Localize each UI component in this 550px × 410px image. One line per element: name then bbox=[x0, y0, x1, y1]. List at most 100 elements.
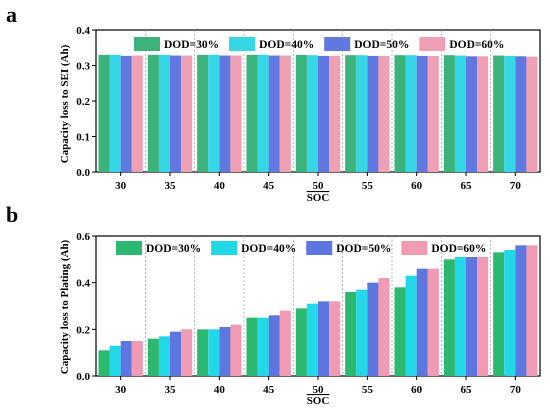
panel-b-legend-label: DOD=40% bbox=[241, 243, 296, 255]
panel-b-bar bbox=[208, 329, 220, 376]
panel-a-bar bbox=[329, 55, 341, 172]
panel-b-legend-swatch bbox=[116, 241, 142, 255]
panel-a-bar bbox=[147, 54, 159, 172]
panel-b-x-tick-label: 60 bbox=[411, 384, 423, 396]
panel-b-bar bbox=[356, 289, 368, 376]
panel-b-bar bbox=[268, 315, 280, 376]
panel-b-bar bbox=[257, 317, 269, 376]
panel-a-bar bbox=[405, 55, 417, 173]
panel-b-bar bbox=[526, 245, 538, 376]
panel-a-x-tick-label: 70 bbox=[510, 180, 522, 192]
panel-a-x-tick-label: 55 bbox=[362, 180, 374, 192]
panel-b-bar bbox=[295, 308, 307, 376]
panel-b-bar bbox=[98, 350, 110, 376]
panel-b-bar bbox=[246, 317, 258, 376]
panel-a-bar bbox=[367, 55, 379, 172]
panel-b-bar bbox=[197, 329, 209, 376]
panel-a-y-tick-label: 0.3 bbox=[76, 61, 90, 73]
panel-a-bar bbox=[466, 56, 478, 172]
panel-a-bar bbox=[246, 54, 258, 172]
panel-b-x-axis-title: SOC bbox=[307, 395, 330, 407]
panel-a-bar bbox=[504, 55, 516, 172]
panel-b-y-axis-title: Capacity loss to Plating (Ah) bbox=[59, 239, 71, 374]
panel-a-bar bbox=[158, 54, 170, 172]
panel-b-bar bbox=[504, 250, 516, 376]
panel-b-bar bbox=[493, 252, 505, 376]
panel-b-bar bbox=[147, 338, 159, 376]
panel-b-legend-swatch bbox=[401, 241, 428, 255]
panel-a-bar bbox=[345, 55, 357, 173]
panel-a-bar bbox=[181, 55, 193, 173]
panel-b-bar bbox=[306, 303, 318, 376]
panel-a-bar bbox=[306, 55, 318, 173]
panel-a-bar bbox=[477, 56, 489, 172]
panel-b-bar bbox=[131, 341, 143, 376]
panel-b-bar bbox=[279, 310, 291, 376]
panel-b-x-tick-label: 45 bbox=[263, 384, 275, 396]
panel-b-bar bbox=[394, 287, 406, 376]
panel-a-bar bbox=[356, 55, 368, 173]
panel-a-legend-label: DOD=40% bbox=[259, 39, 314, 51]
panel-a-bar bbox=[257, 54, 269, 172]
panel-b-bar bbox=[405, 275, 417, 376]
panel-b-x-tick-label: 65 bbox=[461, 384, 473, 396]
panel-a-x-tick-label: 35 bbox=[165, 180, 177, 192]
panel-a-bar bbox=[454, 55, 466, 173]
panel-b-legend-label: DOD=50% bbox=[336, 243, 391, 255]
panel-b-bar bbox=[219, 327, 231, 376]
panel-a-bar bbox=[416, 55, 428, 172]
panel-a-y-tick-label: 0.0 bbox=[76, 167, 90, 179]
panel-b-bar bbox=[416, 268, 428, 376]
panel-b-legend-swatch bbox=[211, 241, 238, 255]
panel-b-bar bbox=[466, 257, 478, 376]
panel-a-bar bbox=[170, 55, 182, 173]
panel-a-bar bbox=[443, 55, 455, 173]
panel-a-bar bbox=[318, 55, 330, 172]
panel-a-x-tick-label: 40 bbox=[214, 180, 226, 192]
panel-b-y-tick-label: 0.0 bbox=[76, 371, 90, 383]
panel-b-bar bbox=[120, 341, 132, 376]
panel-b-x-tick-label: 30 bbox=[115, 384, 127, 396]
panel-a-bar bbox=[109, 54, 121, 172]
panel-b-bar bbox=[443, 259, 455, 376]
panel-b-bar bbox=[345, 292, 357, 376]
panel-b-bar bbox=[367, 282, 379, 376]
panel-a-bar bbox=[378, 55, 390, 172]
panel-b-bar bbox=[230, 324, 242, 376]
panel-a-legend-swatch bbox=[229, 37, 256, 51]
panel-b-legend-swatch bbox=[306, 241, 333, 255]
panel-b-y-tick-label: 0.2 bbox=[76, 324, 90, 336]
panel-b-x-tick-label: 50 bbox=[313, 384, 325, 396]
panel-a-x-tick-label: 30 bbox=[115, 180, 127, 192]
panel-b-x-tick-label: 70 bbox=[510, 384, 522, 396]
panel-b-bar bbox=[109, 345, 121, 376]
panel-a-bar bbox=[219, 55, 231, 173]
panel-a-bar bbox=[208, 54, 220, 172]
panel-b-legend-label: DOD=30% bbox=[146, 243, 201, 255]
panel-b-legend-label: DOD=60% bbox=[431, 243, 486, 255]
panel-b-bar bbox=[454, 257, 466, 376]
panel-a-bar bbox=[120, 55, 132, 172]
panel-a-x-tick-label: 50 bbox=[313, 180, 325, 192]
panel-b-bar bbox=[329, 301, 341, 376]
panel-a-bar bbox=[515, 56, 527, 172]
panel-a-bar bbox=[268, 55, 280, 173]
panel-a-letter: a bbox=[6, 2, 17, 27]
panel-a-legend-swatch bbox=[134, 37, 160, 51]
panel-a-y-axis-title: Capacity loss to SEI (Ah) bbox=[59, 44, 71, 163]
panel-b-y-tick-label: 0.6 bbox=[76, 231, 90, 243]
panel-a-bar bbox=[279, 55, 291, 173]
panel-b-x-tick-label: 40 bbox=[214, 384, 226, 396]
panel-a-bar bbox=[493, 55, 505, 173]
panel-a-y-tick-label: 0.1 bbox=[76, 132, 90, 144]
panel-a-y-tick-label: 0.4 bbox=[76, 25, 90, 37]
panel-b-capacity-loss-plating: b Capacity loss to Plating (Ah) SOC 0.0 0… bbox=[6, 202, 541, 407]
panel-a-bar bbox=[98, 54, 110, 172]
panel-a-bar bbox=[394, 55, 406, 173]
panel-a-bar bbox=[131, 55, 143, 173]
panel-b-bar bbox=[515, 245, 527, 376]
panel-b-bar bbox=[158, 336, 170, 376]
panel-b-bar bbox=[378, 278, 390, 376]
panel-a-legend-label: DOD=30% bbox=[164, 39, 219, 51]
panel-b-x-tick-label: 55 bbox=[362, 384, 374, 396]
